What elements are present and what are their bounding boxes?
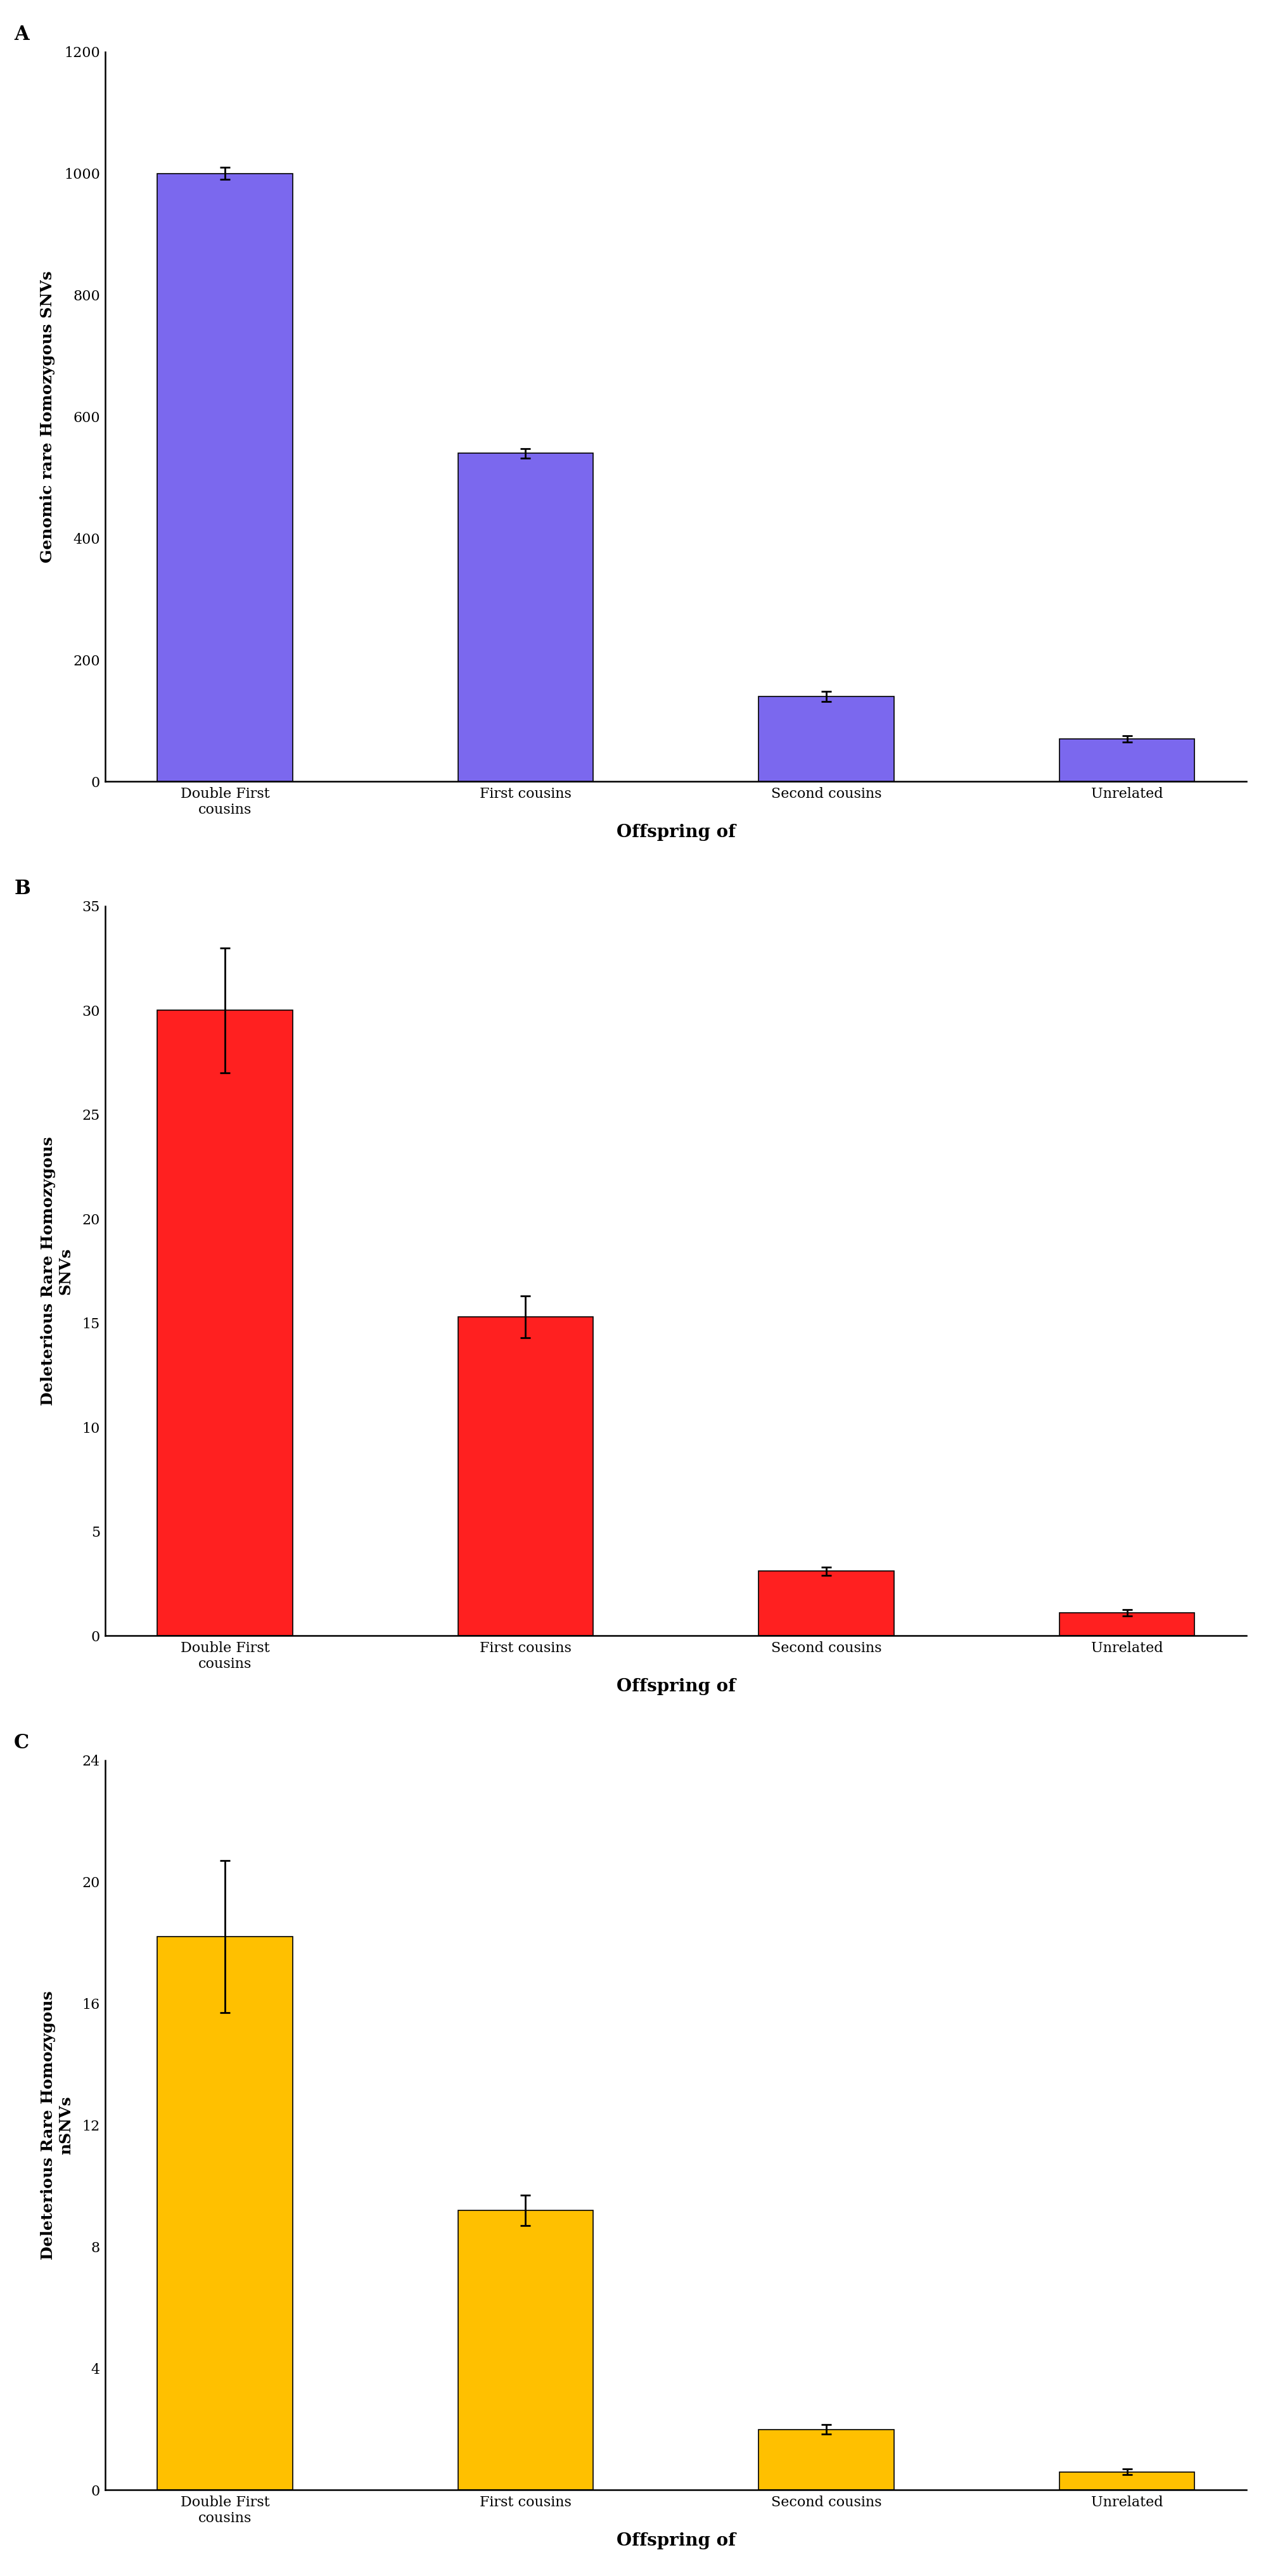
Bar: [1059, 2473, 1195, 2491]
Text: A: A: [14, 26, 29, 44]
Bar: [1059, 739, 1195, 781]
Bar: [759, 1571, 894, 1636]
Bar: [458, 1316, 593, 1636]
Text: B: B: [14, 878, 31, 899]
Bar: [759, 696, 894, 781]
Bar: [157, 1937, 293, 2491]
X-axis label: Offspring of: Offspring of: [616, 2532, 736, 2550]
Bar: [759, 2429, 894, 2491]
X-axis label: Offspring of: Offspring of: [616, 824, 736, 840]
Text: C: C: [14, 1734, 29, 1754]
X-axis label: Offspring of: Offspring of: [616, 1677, 736, 1695]
Bar: [1059, 1613, 1195, 1636]
Bar: [458, 453, 593, 781]
Y-axis label: Deleterious Rare Homozygous
nSNVs: Deleterious Rare Homozygous nSNVs: [41, 1991, 74, 2259]
Y-axis label: Deleterious Rare Homozygous
SNVs: Deleterious Rare Homozygous SNVs: [41, 1136, 73, 1406]
Bar: [157, 173, 293, 781]
Bar: [157, 1010, 293, 1636]
Bar: [458, 2210, 593, 2491]
Y-axis label: Genomic rare Homozygous SNVs: Genomic rare Homozygous SNVs: [39, 270, 55, 562]
